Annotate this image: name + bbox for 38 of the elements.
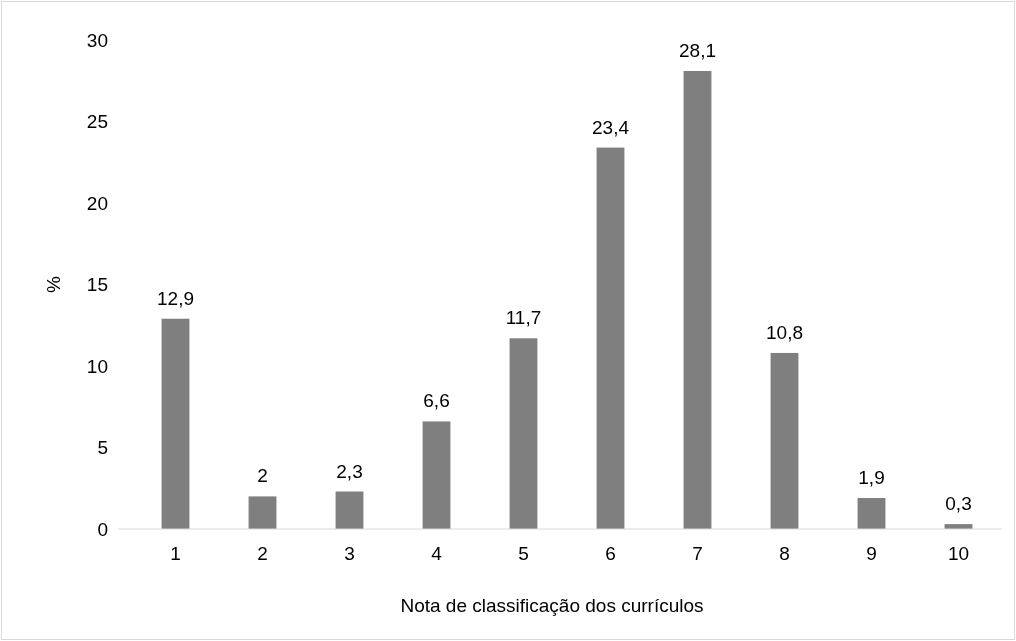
bar: [596, 147, 625, 529]
y-tick-label: 20: [86, 192, 108, 214]
y-tick-label: 25: [86, 111, 108, 133]
data-label: 2: [257, 465, 268, 487]
x-tick-label: 8: [779, 543, 790, 564]
bar: [422, 421, 451, 529]
bar: [770, 352, 799, 529]
x-tick-label: 3: [344, 543, 355, 564]
bar: [248, 496, 277, 529]
y-tick-label: 0: [97, 518, 108, 540]
data-label: 2,3: [336, 460, 363, 482]
y-tick-label: 15: [86, 274, 108, 296]
y-tick-label: 10: [86, 355, 108, 377]
x-tick-label: 7: [692, 543, 703, 564]
bar: [683, 70, 712, 529]
data-label: 6,6: [423, 390, 450, 412]
x-tick-label: 10: [947, 543, 970, 564]
data-label: 1,9: [858, 467, 885, 489]
data-label: 12,9: [157, 287, 194, 309]
x-tick-label: 6: [605, 543, 616, 564]
bar: [509, 338, 538, 529]
x-tick-label: 1: [170, 543, 181, 564]
y-axis-title: %: [43, 275, 64, 293]
bar: [857, 498, 886, 529]
data-label: 10,8: [766, 321, 803, 343]
y-tick-label: 30: [86, 29, 108, 51]
data-label: 23,4: [592, 116, 630, 138]
x-axis-title: Nota de classificação dos currículos: [400, 595, 704, 616]
bar: [161, 318, 190, 529]
data-label: 28,1: [679, 39, 716, 61]
x-tick-label: 5: [518, 543, 529, 564]
x-tick-label: 2: [257, 543, 268, 564]
data-label: 0,3: [945, 493, 972, 515]
y-tick-label: 5: [97, 437, 108, 459]
x-tick-label: 4: [431, 543, 443, 564]
x-tick-label: 9: [866, 543, 877, 564]
data-label: 11,7: [505, 307, 542, 329]
bar: [335, 491, 364, 529]
